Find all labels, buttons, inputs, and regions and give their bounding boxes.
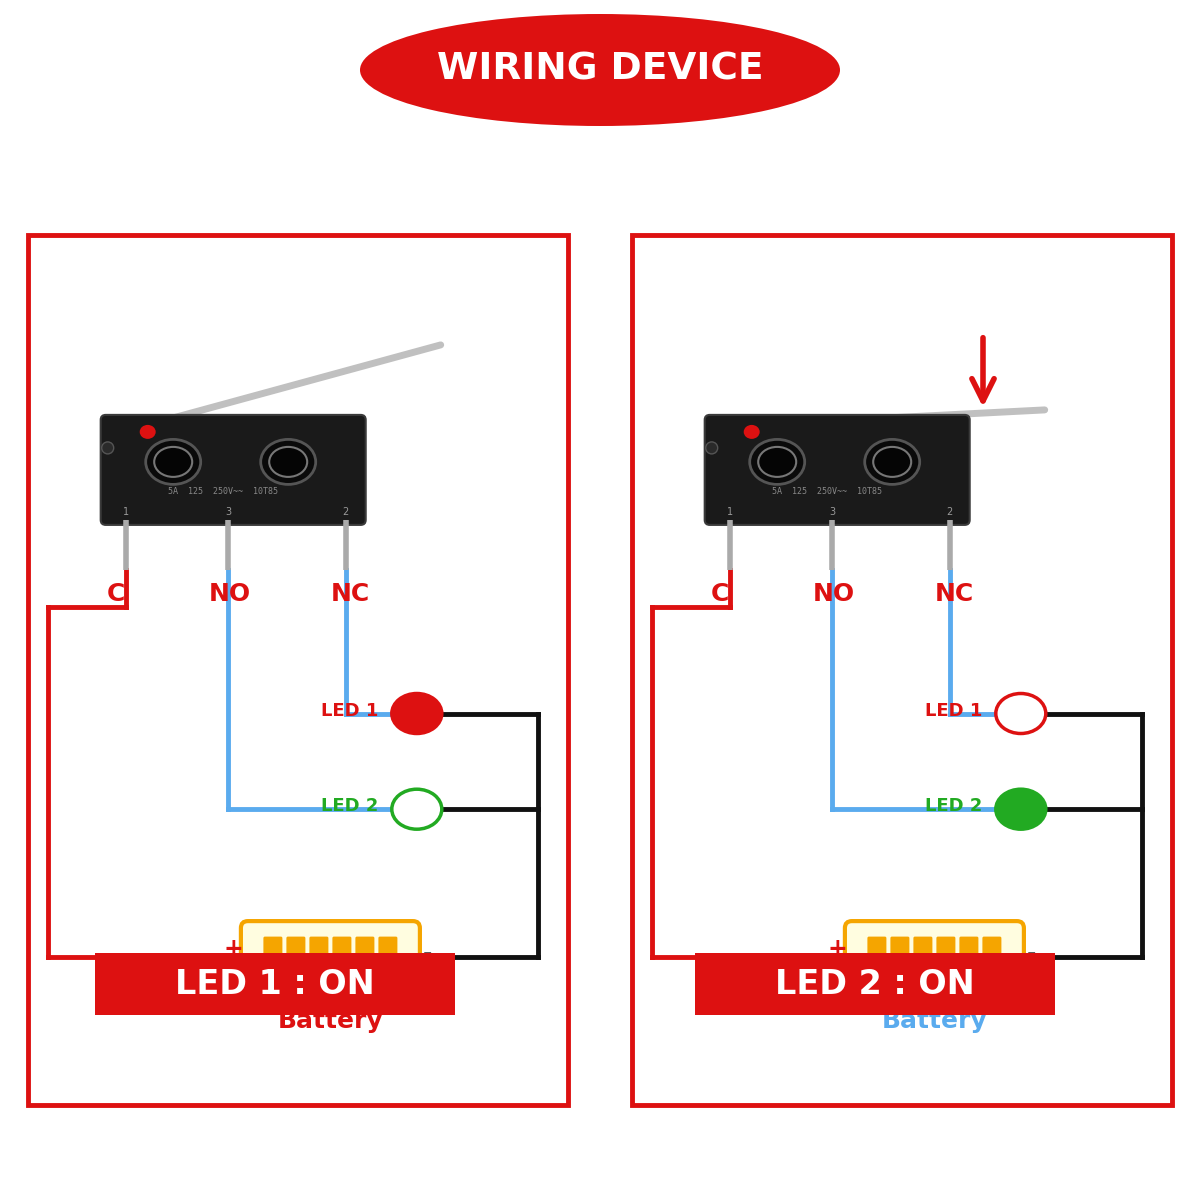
Ellipse shape xyxy=(874,446,911,476)
Text: 2: 2 xyxy=(947,506,953,517)
FancyBboxPatch shape xyxy=(344,454,362,486)
Text: LED 1: LED 1 xyxy=(322,702,379,720)
Text: NO: NO xyxy=(209,582,251,606)
FancyBboxPatch shape xyxy=(890,936,910,978)
FancyBboxPatch shape xyxy=(868,936,887,978)
Text: LED 2: LED 2 xyxy=(925,797,983,815)
FancyBboxPatch shape xyxy=(936,936,955,978)
Ellipse shape xyxy=(391,790,442,829)
FancyBboxPatch shape xyxy=(264,936,282,978)
FancyBboxPatch shape xyxy=(983,936,1002,978)
Text: NC: NC xyxy=(935,582,974,606)
FancyBboxPatch shape xyxy=(845,922,1024,994)
FancyBboxPatch shape xyxy=(332,936,352,978)
FancyBboxPatch shape xyxy=(28,235,568,1105)
Text: 3: 3 xyxy=(829,506,835,517)
Text: 5A  125  250V~~  10T85: 5A 125 250V~~ 10T85 xyxy=(773,487,882,497)
Ellipse shape xyxy=(750,439,805,485)
Ellipse shape xyxy=(865,439,919,485)
Text: 1: 1 xyxy=(727,506,733,517)
FancyBboxPatch shape xyxy=(949,454,967,486)
FancyBboxPatch shape xyxy=(913,936,932,978)
FancyBboxPatch shape xyxy=(241,922,420,994)
Text: LED 2: LED 2 xyxy=(322,797,379,815)
Ellipse shape xyxy=(260,439,316,485)
Ellipse shape xyxy=(139,425,156,439)
Text: 3: 3 xyxy=(226,506,232,517)
FancyBboxPatch shape xyxy=(101,415,366,524)
Text: LED 1: LED 1 xyxy=(925,702,983,720)
Text: +: + xyxy=(828,937,847,961)
FancyBboxPatch shape xyxy=(632,235,1172,1105)
Ellipse shape xyxy=(744,425,760,439)
Circle shape xyxy=(102,442,114,454)
Text: NC: NC xyxy=(331,582,371,606)
FancyBboxPatch shape xyxy=(287,936,306,978)
FancyBboxPatch shape xyxy=(960,936,978,978)
FancyBboxPatch shape xyxy=(695,953,1055,1015)
Text: 2: 2 xyxy=(342,506,349,517)
Text: WIRING DEVICE: WIRING DEVICE xyxy=(437,52,763,88)
FancyBboxPatch shape xyxy=(355,936,374,978)
Text: -: - xyxy=(422,944,432,964)
FancyBboxPatch shape xyxy=(95,953,455,1015)
Ellipse shape xyxy=(391,694,442,733)
Ellipse shape xyxy=(360,14,840,126)
Circle shape xyxy=(706,442,718,454)
Text: Battery: Battery xyxy=(882,1009,988,1033)
FancyBboxPatch shape xyxy=(378,936,397,978)
Text: 1: 1 xyxy=(122,506,128,517)
Text: C: C xyxy=(107,582,125,606)
Ellipse shape xyxy=(996,694,1046,733)
FancyBboxPatch shape xyxy=(310,936,329,978)
FancyBboxPatch shape xyxy=(704,415,970,524)
FancyBboxPatch shape xyxy=(708,454,726,486)
Text: +: + xyxy=(223,937,244,961)
FancyBboxPatch shape xyxy=(103,454,121,486)
Text: -: - xyxy=(1027,944,1036,964)
Ellipse shape xyxy=(996,790,1046,829)
Text: LED 1 : ON: LED 1 : ON xyxy=(175,967,374,1001)
Text: LED 2 : ON: LED 2 : ON xyxy=(775,967,974,1001)
Text: 5A  125  250V~~  10T85: 5A 125 250V~~ 10T85 xyxy=(168,487,278,497)
Ellipse shape xyxy=(758,446,797,476)
Ellipse shape xyxy=(145,439,200,485)
Text: Battery: Battery xyxy=(277,1009,383,1033)
Ellipse shape xyxy=(154,446,192,476)
Ellipse shape xyxy=(269,446,307,476)
Text: C: C xyxy=(710,582,728,606)
Text: NO: NO xyxy=(814,582,856,606)
